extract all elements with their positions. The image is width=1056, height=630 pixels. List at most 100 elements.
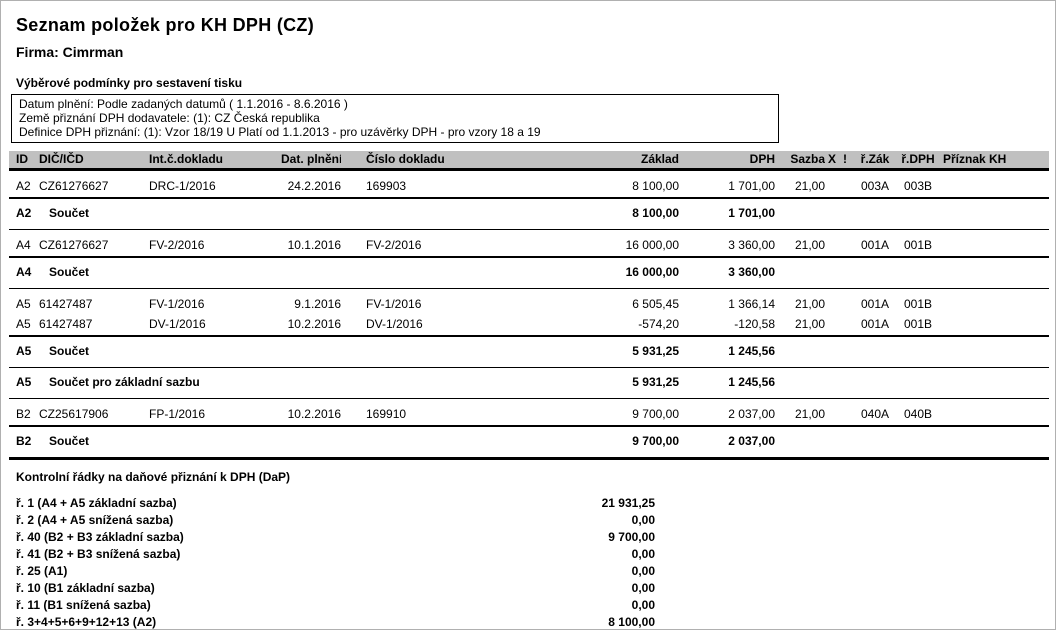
subtotal-label: Součet pro základní sazbu	[39, 367, 537, 399]
cell-number: FV-1/2016	[366, 296, 422, 311]
summary-label: ř. 2 (A4 + A5 snížená sazba)	[16, 513, 174, 527]
subtotal-row: A5 Součet pro základní sazbu 5 931,25 1 245…	[9, 367, 1049, 399]
summary-label: ř. 40 (B2 + B3 základní sazba)	[16, 530, 184, 544]
subtotal-base: 5 931,25	[537, 335, 679, 368]
cell-flag	[937, 229, 1049, 258]
cell-date: 9.1.2016	[294, 296, 341, 311]
subtotal-filler	[775, 256, 1049, 289]
subtotal-label: Součet	[39, 425, 537, 460]
summary-section: Kontrolní řádky na daňové přiznání k DPH…	[9, 470, 1049, 630]
header-cell-10: ř.Zák	[851, 151, 899, 171]
header-cell-7: Sazba	[775, 151, 825, 171]
summary-value: 21 931,25	[601, 496, 655, 510]
subtotal-vat: 1 245,56	[679, 367, 775, 399]
subtotal-row: A5 Součet 5 931,25 1 245,56	[9, 335, 1049, 368]
summary-row: ř. 25 (A1) 0,00	[9, 563, 655, 580]
table-row: A2 CZ61276627 DRC-1/2016 24.2.2016 169903 8 1…	[9, 169, 1049, 199]
header-cell-9: !	[839, 151, 851, 171]
header-cell-12: Příznak KH	[937, 151, 1049, 171]
cell-r_dph: 001B	[903, 296, 933, 311]
summary-row: ř. 1 (A4 + A5 základní sazba) 21 931,25	[9, 495, 655, 512]
subtotal-filler	[775, 367, 1049, 399]
cell-flag	[937, 398, 1049, 427]
table-row: A4 CZ61276627 FV-2/2016 10.1.2016 FV-2/2016 1…	[9, 229, 1049, 258]
summary-row: ř. 11 (B1 snížená sazba) 0,00	[9, 597, 655, 614]
summary-label: ř. 41 (B2 + B3 snížená sazba)	[16, 547, 181, 561]
cell-base: 16 000,00	[537, 229, 679, 258]
cell-excl	[839, 229, 851, 258]
cell-doc: DV-1/2016	[149, 314, 281, 337]
header-cell-11: ř.DPH	[899, 151, 937, 171]
subtotal-id: A2	[9, 197, 39, 230]
summary-row: ř. 2 (A4 + A5 snížená sazba) 0,00	[9, 512, 655, 529]
cell-date: 10.1.2016	[281, 229, 341, 258]
subtotal-label: Součet	[39, 256, 537, 289]
cell-dic: 61427487	[39, 314, 149, 337]
cell-number: 169910	[341, 398, 537, 427]
summary-value: 0,00	[631, 564, 655, 578]
header-cell-2: Int.č.dokladu	[149, 151, 281, 171]
cell-dic: CZ25617906	[39, 398, 149, 427]
cell-x	[825, 314, 839, 337]
subtotal-vat: 2 037,00	[679, 425, 775, 460]
cell-rate: 21,00	[775, 169, 825, 199]
subtotal-filler	[775, 335, 1049, 368]
cell-r_dph: 040B	[899, 398, 937, 427]
cell-doc: FV-1/2016	[149, 296, 205, 311]
table-row: B2 CZ25617906 FP-1/2016 10.2.2016 169910 9 70…	[9, 398, 1049, 427]
summary-label: ř. 1 (A4 + A5 základní sazba)	[16, 496, 177, 510]
cell-id: A4	[9, 229, 39, 258]
table-row: A5 61427487 DV-1/2016 10.2.2016 DV-1/2016 -57…	[9, 314, 1049, 337]
summary-row: ř. 40 (B2 + B3 základní sazba) 9 700,00	[9, 529, 655, 546]
cell-excl	[839, 288, 851, 315]
header-cell-6: DPH	[679, 151, 775, 171]
cell-vat: 3 360,00	[679, 229, 775, 258]
subtotal-vat: 3 360,00	[679, 256, 775, 289]
condition-line-country: Země přiznání DPH dodavatele: (1): CZ Če…	[19, 111, 320, 125]
cell-date: 24.2.2016	[281, 169, 341, 199]
cell-dic: CZ61276627	[39, 229, 149, 258]
cell-doc: FV-2/2016	[149, 229, 281, 258]
subtotal-row: A4 Součet 16 000,00 3 360,00	[9, 256, 1049, 289]
cell-date: 10.2.2016	[281, 398, 341, 427]
cell-r_dph: 003B	[899, 169, 937, 199]
summary-value: 8 100,00	[608, 615, 655, 629]
cell-date: 10.2.2016	[281, 314, 341, 337]
cell-vat: 1 701,00	[679, 169, 775, 199]
summary-label: ř. 11 (B1 snížená sazba)	[16, 598, 151, 612]
subtotal-label: Součet	[39, 335, 537, 368]
condition-line-date: Datum plnění: Podle zadaných datumů ( 1.…	[19, 97, 348, 111]
cell-id: A2	[9, 169, 39, 199]
cell-rate: 21,00	[775, 398, 825, 427]
subtotal-filler	[775, 197, 1049, 230]
cell-x	[825, 229, 839, 258]
cell-flag	[937, 169, 1049, 199]
summary-label: ř. 3+4+5+6+9+12+13 (A2)	[16, 615, 157, 629]
cell-rate: 21,00	[775, 229, 825, 258]
cell-vat: -120,58	[679, 314, 775, 337]
cell-vat: 2 037,00	[679, 398, 775, 427]
summary-row: ř. 41 (B2 + B3 snížená sazba) 0,00	[9, 546, 655, 563]
summary-value: 0,00	[631, 598, 655, 612]
page-title: Seznam položek pro KH DPH (CZ)	[16, 15, 315, 35]
header-cell-5: Základ	[537, 151, 679, 171]
summary-row: ř. 3+4+5+6+9+12+13 (A2) 8 100,00	[9, 614, 655, 629]
summary-value: 0,00	[631, 547, 655, 561]
condition-line-definition: Definice DPH přiznání: (1): Vzor 18/19 U…	[19, 125, 541, 139]
report-table: ID DIČ/IČD Int.č.dokladu Dat. plnění Číslo d…	[9, 151, 1049, 460]
table-row: A5 61427487 FV-1/2016 9.1.2016 FV-1/2016 6 50…	[9, 288, 1049, 315]
subtotal-filler	[775, 425, 1049, 460]
conditions-box: Datum plnění: Podle zadaných datumů ( 1.…	[11, 94, 779, 143]
cell-r_zak: 003A	[851, 169, 899, 199]
cell-r_dph: 001B	[899, 314, 937, 337]
table-header-row: ID DIČ/IČD Int.č.dokladu Dat. plnění Číslo d…	[9, 151, 1049, 171]
cell-flag	[937, 288, 1049, 315]
cell-base: 9 700,00	[537, 398, 679, 427]
header-cell-4: Číslo dokladu	[341, 151, 537, 171]
subtotal-label: Součet	[39, 197, 537, 230]
cell-base: -574,20	[537, 314, 679, 337]
subtotal-row: A2 Součet 8 100,00 1 701,00	[9, 197, 1049, 230]
summary-row: ř. 10 (B1 základní sazba) 0,00	[9, 580, 655, 597]
subtotal-vat: 1 701,00	[679, 197, 775, 230]
cell-id: A5	[16, 296, 31, 311]
